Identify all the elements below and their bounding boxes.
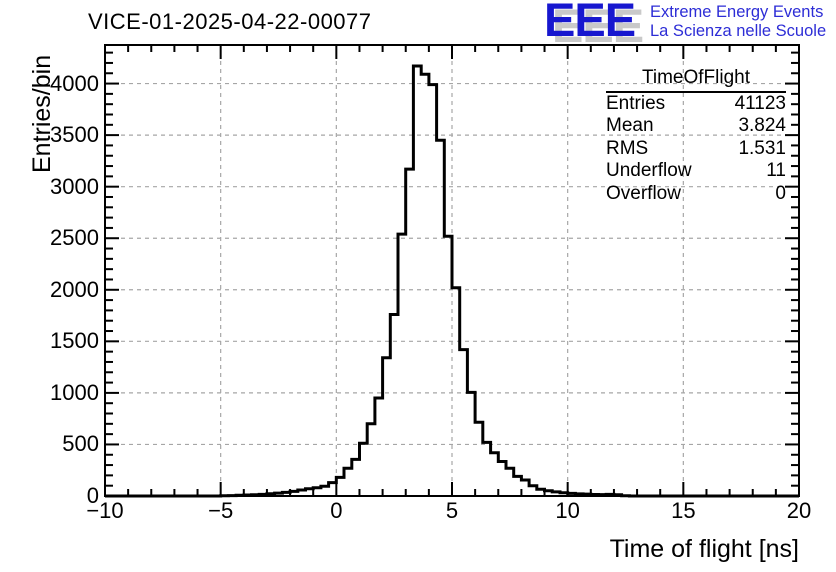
eee-logo-line1: Extreme Energy Events	[650, 3, 824, 21]
stats-row-label: Overflow	[606, 182, 681, 204]
eee-logo-line2: La Scienza nelle Scuole	[650, 22, 827, 40]
y-tick-label: 4000	[50, 70, 99, 96]
stats-row-value: 3.824	[738, 115, 786, 137]
y-tick-label: 3500	[50, 122, 99, 148]
y-tick-label: 2500	[50, 225, 99, 251]
stats-row: Underflow 11	[606, 160, 786, 182]
stats-row-value: 1.531	[738, 137, 786, 159]
stats-row-label: RMS	[606, 137, 649, 159]
eee-logo-text: Extreme Energy Events La Scienza nelle S…	[650, 3, 826, 41]
stats-row-label: Entries	[606, 93, 666, 114]
stats-box: TimeOfFlight Entries 41123 Mean 3.824 RMS 1.5…	[606, 67, 786, 205]
x-tick-label: −5	[208, 498, 234, 523]
stats-row-value: 41123	[734, 93, 786, 114]
y-tick-label: 3000	[50, 173, 99, 199]
y-tick-label: 1500	[50, 328, 99, 354]
x-tick-label: 5	[445, 498, 459, 523]
stats-row-label: Mean	[606, 115, 654, 137]
eee-logo-icon: EEE	[544, 0, 636, 46]
x-tick-label: 0	[330, 498, 343, 523]
stats-row: Overflow 0	[606, 183, 786, 205]
stats-row-label: Underflow	[606, 160, 692, 182]
stats-row: RMS 1.531	[606, 138, 786, 160]
stats-box-title: TimeOfFlight	[606, 67, 786, 93]
y-tick-label: 2000	[50, 276, 99, 302]
y-tick-label: 1000	[50, 379, 99, 405]
x-axis-title: Time of flight [ns]	[609, 535, 799, 563]
x-tick-label: 10	[555, 498, 580, 523]
y-tick-label: 500	[62, 431, 99, 457]
stats-row: Entries 41123	[606, 93, 786, 115]
x-tick-label: −10	[86, 498, 124, 523]
x-tick-label: 20	[786, 498, 812, 523]
y-tick-label: 0	[86, 483, 99, 508]
page-title: VICE-01-2025-04-22-00077	[88, 9, 372, 34]
stats-row-value: 0	[775, 182, 786, 204]
stats-box-rows: Entries 41123 Mean 3.824 RMS 1.531 Underflow 11…	[606, 93, 786, 205]
stats-row-value: 11	[766, 160, 786, 182]
x-tick-label: 15	[671, 498, 696, 523]
stats-row: Mean 3.824	[606, 115, 786, 137]
